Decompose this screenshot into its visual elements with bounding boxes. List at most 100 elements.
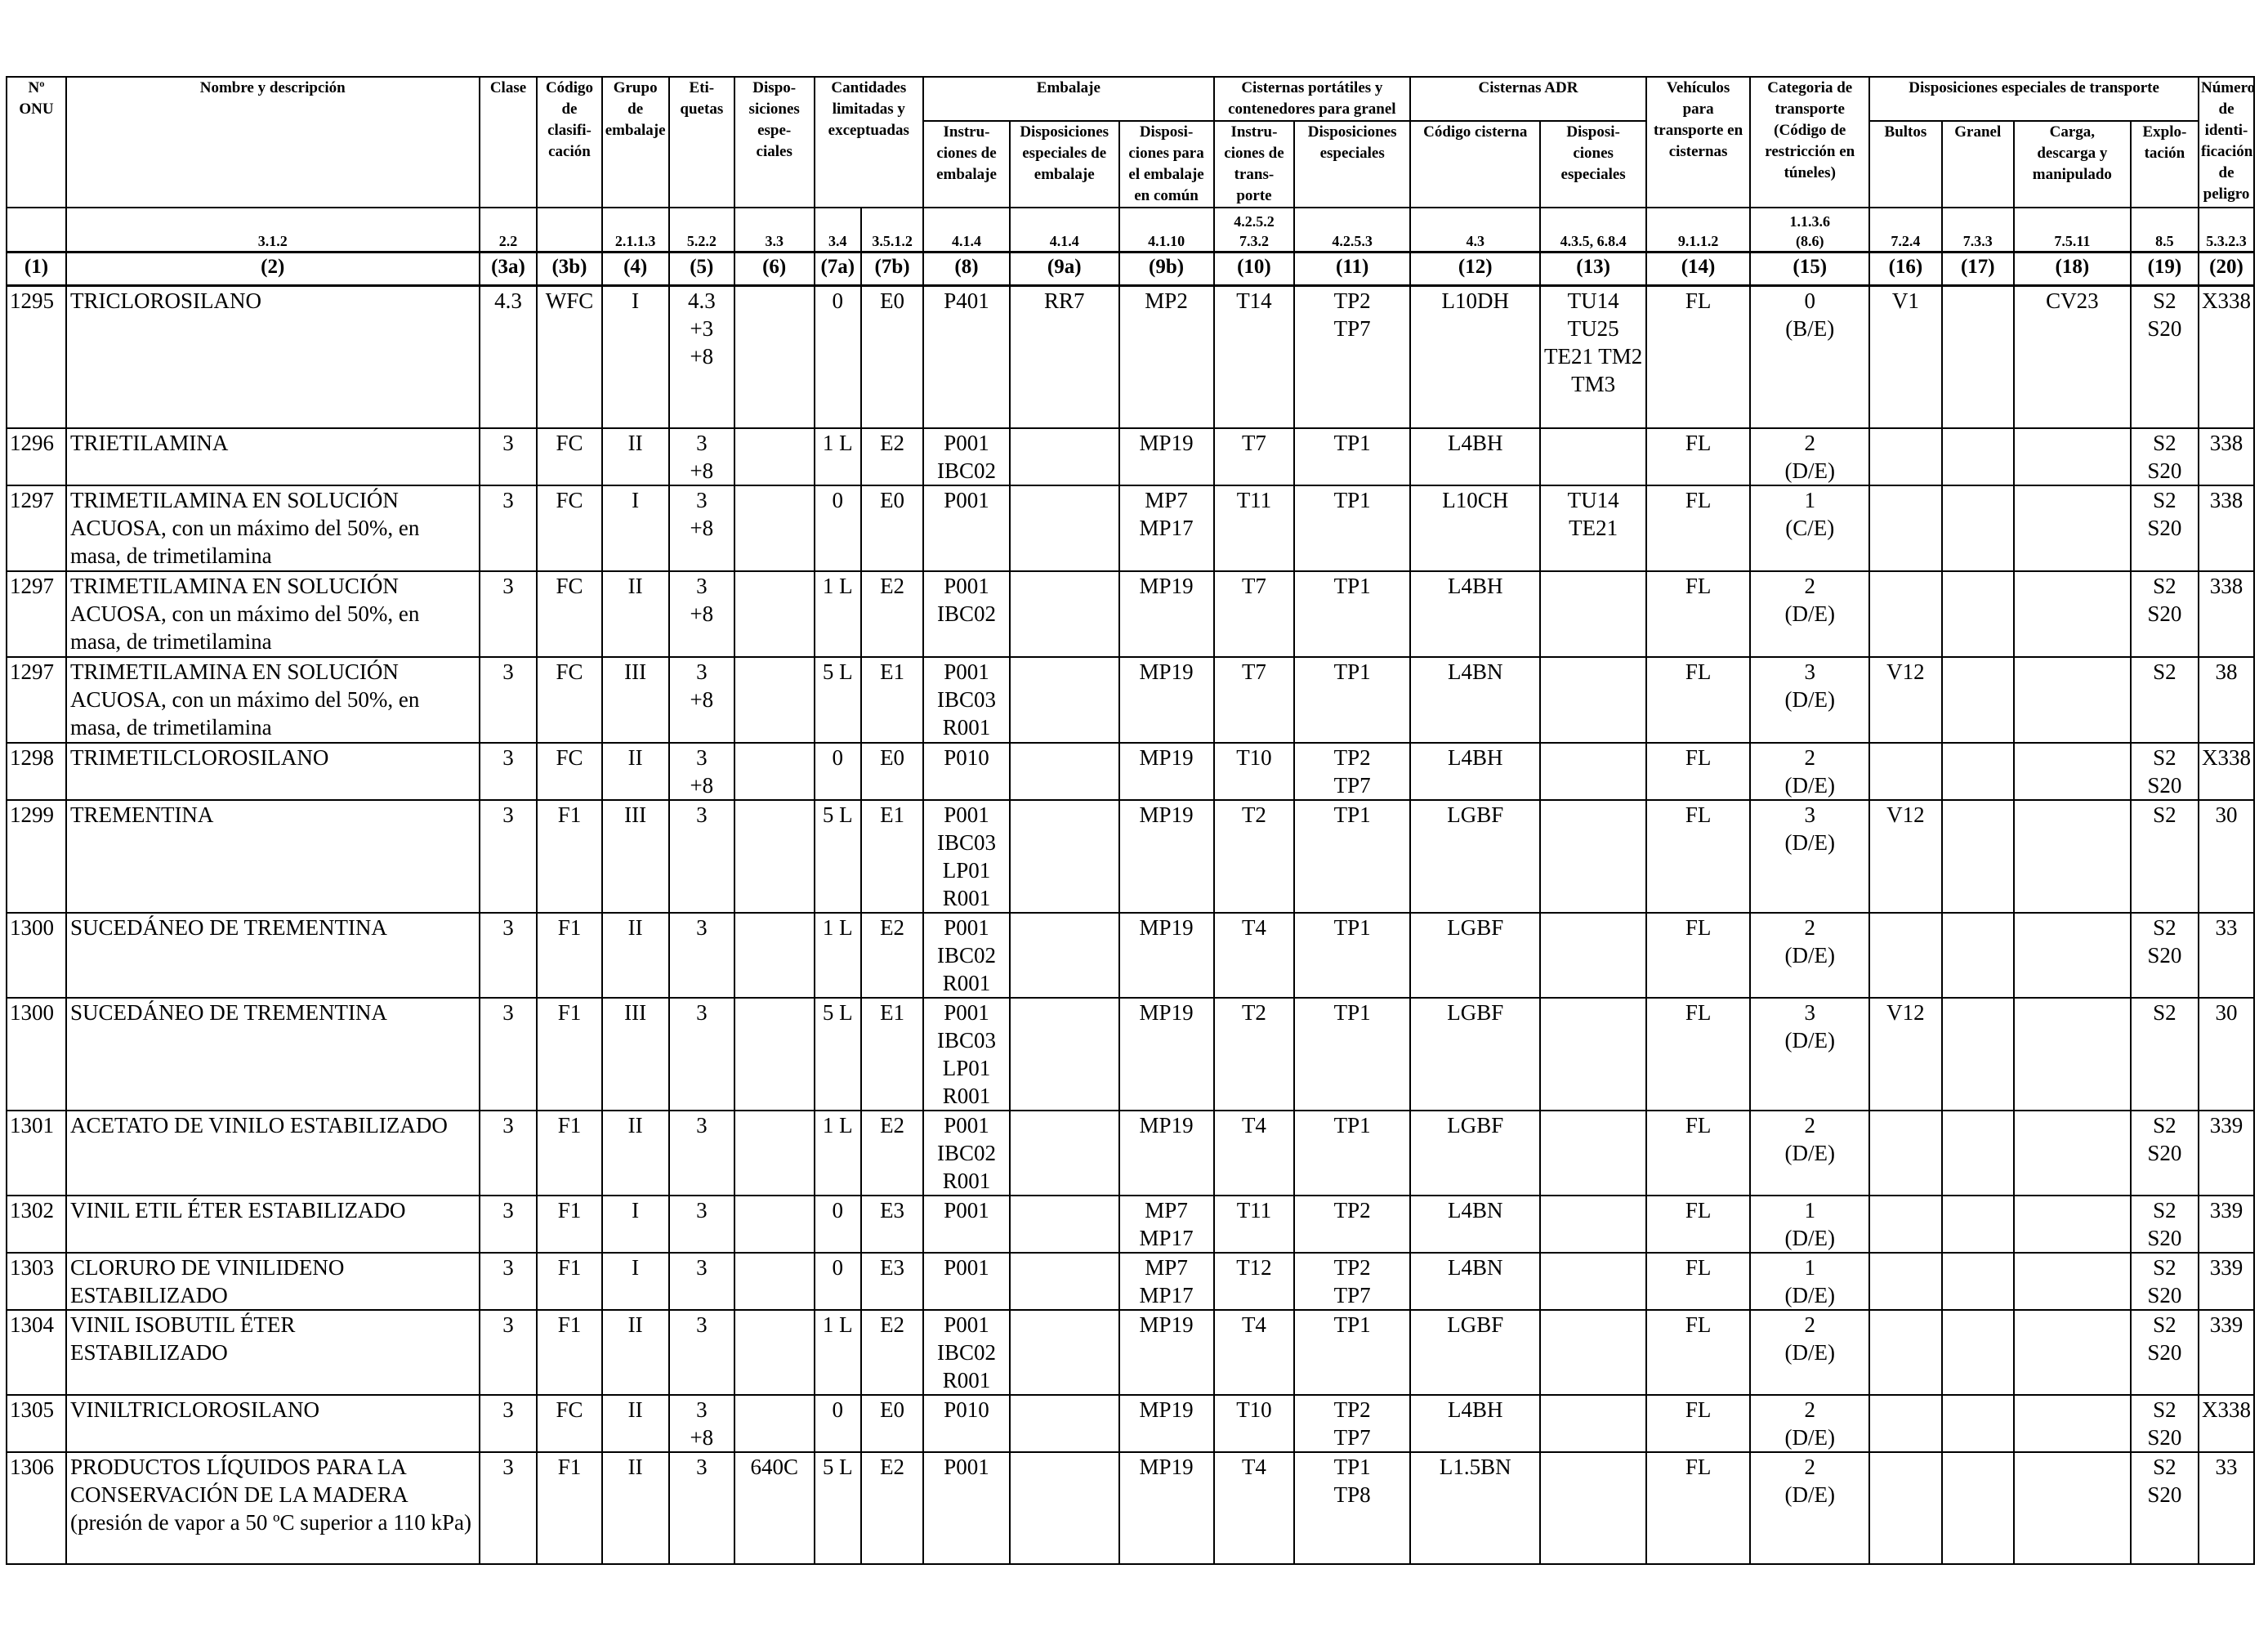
cell-etiquetas: 3 [667, 1450, 735, 1565]
cell-c7a: 1 L [813, 1109, 863, 1196]
cell-etiquetas: 4.3 +3 +8 [667, 284, 735, 429]
cell-grupo: I [600, 284, 670, 429]
cell-disp [733, 1194, 815, 1254]
cell-nombre: TRIMETILAMINA EN SOLUCIÓN ACUOSA, con un… [65, 655, 480, 744]
cell-c9b: MP19 [1118, 570, 1215, 658]
section-ref-12: 4.2.5.2 7.3.2 [1212, 207, 1296, 253]
cell-nombre: TRIETILAMINA [65, 427, 480, 486]
section-ref-19: 7.3.3 [1940, 207, 2015, 253]
section-ref-15: 4.3.5, 6.8.4 [1539, 207, 1647, 253]
section-ref-22: 5.3.2.3 [2198, 207, 2255, 253]
cell-c7b: E2 [860, 427, 925, 486]
cell-c11: TP1 [1293, 1308, 1412, 1396]
cell-c16 [1868, 427, 1943, 486]
cell-c13: TU14 TU25 TE21 TM2 TM3 [1539, 284, 1647, 429]
cell-c11: TP1 [1293, 1109, 1412, 1196]
cell-c19: S2 S20 [2129, 427, 2200, 486]
cell-c7b: E0 [860, 284, 925, 429]
cell-c20: X338 [2198, 284, 2255, 429]
cell-clase: 3 [478, 427, 538, 486]
cell-c20: 339 [2198, 1194, 2255, 1254]
table-row: 1300 SUCEDÁNEO DE TREMENTINA 3 F1 III 3 5 L E1 P… [6, 996, 2255, 1111]
cell-c12: L10DH [1409, 284, 1542, 429]
section-ref-16: 9.1.1.2 [1645, 207, 1752, 253]
cell-c13: TU14 TE21 [1539, 484, 1647, 572]
cell-c18 [2012, 427, 2132, 486]
cell-c7a: 0 [813, 284, 863, 429]
cell-c12: LGBF [1409, 798, 1542, 914]
cell-c8: P001 IBC03 LP01 R001 [922, 798, 1011, 914]
section-ref-14: 4.3 [1409, 207, 1542, 253]
cell-c7b: E0 [860, 1393, 925, 1453]
cell-c7b: E1 [860, 996, 925, 1111]
cell-c18 [2012, 1450, 2132, 1565]
cell-c17 [1940, 1393, 2015, 1453]
cell-c20: X338 [2198, 1393, 2255, 1453]
group-header-cisternas-portatiles: Cisternas portátiles y contenedores para… [1212, 76, 1412, 121]
cell-clase: 3 [478, 484, 538, 572]
cell-c14: FL [1645, 284, 1752, 429]
cell-c9a [1008, 798, 1120, 914]
cell-onu: 1295 [6, 284, 67, 429]
cell-c16 [1868, 1393, 1943, 1453]
cell-c17 [1940, 427, 2015, 486]
cell-clase: 3 [478, 655, 538, 744]
cell-nombre: VINIL ETIL ÉTER ESTABILIZADO [65, 1194, 480, 1254]
cell-c18 [2012, 741, 2132, 801]
cell-c19: S2 S20 [2129, 570, 2200, 658]
column-number-14: (12) [1409, 251, 1542, 287]
col-header-onu: Nº ONU [6, 76, 67, 208]
cell-c19: S2 [2129, 655, 2200, 744]
cell-c10: T4 [1212, 1450, 1296, 1565]
cell-c15: 1 (D/E) [1749, 1251, 1871, 1311]
column-number-20: (18) [2012, 251, 2132, 287]
col-header-disp-cist-adr: Disposi- ciones especiales [1539, 120, 1647, 208]
cell-c17 [1940, 1251, 2015, 1311]
cell-etiquetas: 3 [667, 911, 735, 999]
cell-codigo: F1 [536, 996, 603, 1111]
col-header-nombre: Nombre y descripción [65, 76, 480, 208]
cell-c7b: E3 [860, 1194, 925, 1254]
table-row: 1297 TRIMETILAMINA EN SOLUCIÓN ACUOSA, co… [6, 570, 2255, 658]
cell-c15: 2 (D/E) [1749, 1393, 1871, 1453]
cell-c11: TP2 TP7 [1293, 284, 1412, 429]
cell-c11: TP1 [1293, 570, 1412, 658]
cell-c18 [2012, 911, 2132, 999]
cell-c19: S2 S20 [2129, 1109, 2200, 1196]
column-number-10: (9a) [1008, 251, 1120, 287]
cell-c9a [1008, 1450, 1120, 1565]
col-header-disposiciones: Dispo- siciones espe- ciales [733, 76, 815, 208]
cell-c16: V12 [1868, 996, 1943, 1111]
cell-c10: T7 [1212, 570, 1296, 658]
cell-clase: 3 [478, 996, 538, 1111]
col-header-vehiculos: Vehículos para transporte en cisternas [1645, 76, 1752, 208]
cell-c20: 338 [2198, 427, 2255, 486]
cell-c18 [2012, 1194, 2132, 1254]
cell-c20: 338 [2198, 484, 2255, 572]
cell-grupo: II [600, 1308, 670, 1396]
col-header-grupo: Grupo de embalaje [600, 76, 670, 208]
cell-c17 [1940, 284, 2015, 429]
column-number-9: (8) [922, 251, 1011, 287]
table-row: 1306 PRODUCTOS LÍQUIDOS PARA LA CONSERVAC… [6, 1450, 2255, 1565]
cell-c9a [1008, 1308, 1120, 1396]
cell-c13 [1539, 798, 1647, 914]
table-row: 1297 TRIMETILAMINA EN SOLUCIÓN ACUOSA, co… [6, 655, 2255, 744]
cell-codigo: F1 [536, 1251, 603, 1311]
cell-c12: L4BH [1409, 570, 1542, 658]
col-header-numero-peligro: Número de identi- ficación de peligro [2198, 76, 2255, 208]
cell-c15: 2 (D/E) [1749, 570, 1871, 658]
cell-c7a: 1 L [813, 570, 863, 658]
cell-c16 [1868, 1450, 1943, 1565]
cell-c17 [1940, 484, 2015, 572]
section-ref-17: 1.1.3.6 (8.6) [1749, 207, 1871, 253]
cell-c16 [1868, 1308, 1943, 1396]
table-row: 1302 VINIL ETIL ÉTER ESTABILIZADO 3 F1 I 3 0 E3… [6, 1194, 2255, 1254]
cell-c15: 2 (D/E) [1749, 1450, 1871, 1565]
cell-c19: S2 S20 [2129, 284, 2200, 429]
cell-c15: 0 (B/E) [1749, 284, 1871, 429]
cell-onu: 1306 [6, 1450, 67, 1565]
col-header-bultos: Bultos [1868, 120, 1943, 208]
cell-disp [733, 1393, 815, 1453]
cell-onu: 1302 [6, 1194, 67, 1254]
